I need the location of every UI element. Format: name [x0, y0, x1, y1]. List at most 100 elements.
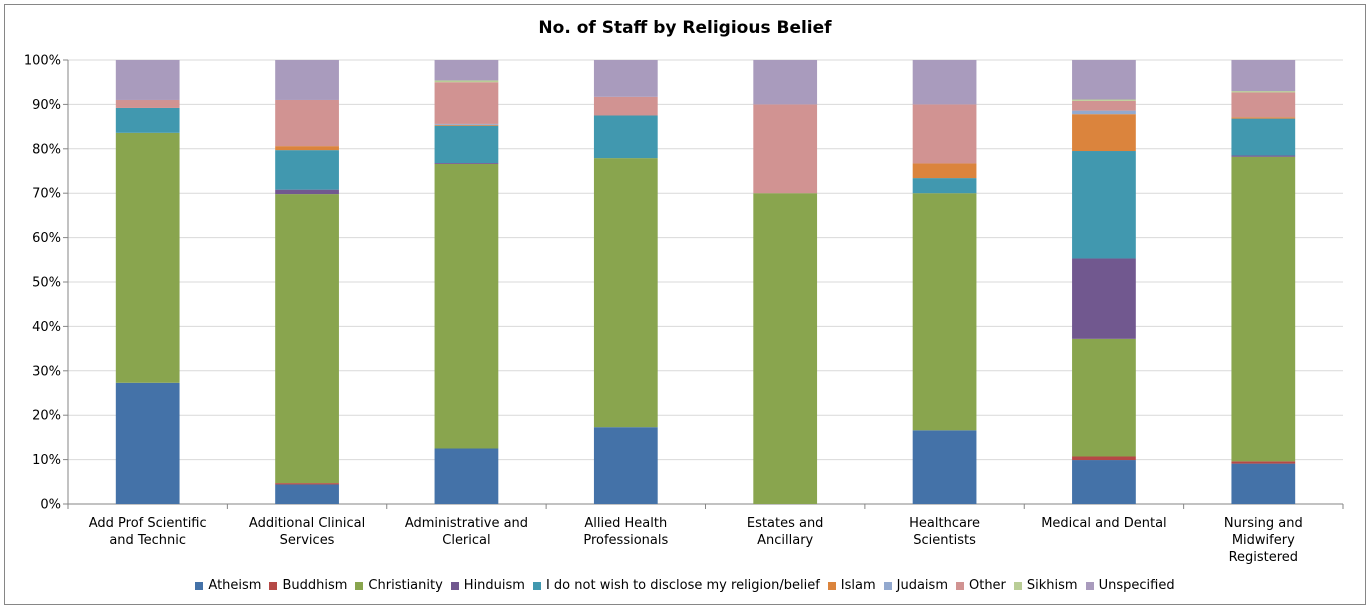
bar-segment	[1072, 460, 1136, 504]
bar-segment	[1072, 338, 1136, 457]
y-tick-label: 60%	[32, 231, 61, 246]
legend-item: Unspecified	[1085, 578, 1175, 593]
legend-item: Sikhism	[1013, 578, 1078, 593]
bar-segment	[593, 158, 658, 428]
bar-segment	[115, 382, 180, 504]
bar-segment	[912, 104, 977, 164]
x-category-label: Medical and Dental	[1041, 516, 1166, 531]
x-category-label: Add Prof Scientific	[89, 516, 207, 531]
x-category-label: Additional Clinical	[249, 516, 365, 531]
legend-item: Buddhism	[269, 578, 347, 593]
y-tick-label: 70%	[32, 187, 61, 202]
x-category-label: Professionals	[583, 533, 668, 548]
bar-segment	[912, 163, 977, 179]
bar-segment	[1072, 114, 1136, 152]
bar-segment	[434, 60, 499, 81]
bar-segment	[275, 189, 339, 195]
legend-swatch	[195, 581, 204, 590]
x-category-label: Ancillary	[757, 533, 813, 548]
bar-segment	[434, 123, 499, 125]
bar-segment	[434, 163, 499, 164]
y-tick-label: 10%	[32, 453, 61, 468]
bar-segment	[912, 193, 977, 431]
bar-segment	[593, 427, 658, 504]
bar-segment	[434, 125, 499, 164]
legend-swatch	[883, 581, 892, 590]
bar-segment	[1072, 456, 1136, 461]
bar-segment	[912, 178, 977, 194]
chart-title: No. of Staff by Religious Belief	[538, 18, 832, 38]
bar-segment	[434, 124, 499, 126]
x-category-label: Scientists	[913, 533, 976, 548]
x-category-label: Services	[280, 533, 335, 548]
y-tick-label: 100%	[24, 54, 61, 69]
legend-label: Islam	[840, 578, 876, 593]
legend-label: Christianity	[368, 578, 443, 593]
legend-swatch	[532, 581, 541, 590]
bar-segment	[1231, 60, 1296, 92]
bar-segment	[275, 194, 339, 484]
legend-label: Atheism	[208, 578, 262, 593]
legend-label: Judaism	[896, 578, 948, 593]
legend-swatch	[1013, 581, 1022, 590]
bar-segment	[593, 115, 658, 159]
x-category-label: Allied Health	[584, 516, 667, 531]
bar-segment	[912, 60, 977, 105]
y-tick-label: 30%	[32, 364, 61, 379]
x-category-label: Registered	[1229, 550, 1299, 565]
legend-label: I do not wish to disclose my religion/be…	[545, 578, 820, 593]
y-tick-label: 0%	[40, 498, 61, 513]
x-category-label: Estates and	[747, 516, 824, 531]
legend-swatch	[450, 581, 459, 590]
bar-segment	[1231, 118, 1296, 156]
legend-swatch	[355, 581, 364, 590]
bar-segment	[593, 96, 658, 116]
bar-segment	[115, 99, 180, 108]
bar-segment	[275, 60, 339, 100]
bar-segment	[115, 132, 180, 383]
legend-swatch	[1085, 581, 1094, 590]
bar-segment	[434, 448, 499, 504]
x-category-label: Nursing and	[1224, 516, 1303, 531]
bar-segment	[275, 146, 339, 151]
bar-segment	[1072, 151, 1136, 259]
bar-segment	[1072, 258, 1136, 339]
bar-segment	[275, 99, 339, 147]
bar-segment	[1072, 110, 1136, 115]
y-tick-label: 50%	[32, 276, 61, 291]
bar-segment	[1231, 155, 1296, 157]
bar-segment	[753, 104, 818, 194]
bar-segment	[275, 483, 339, 485]
bar-segment	[1072, 60, 1136, 100]
bar-segment	[593, 60, 658, 97]
bar-segment	[1072, 99, 1136, 101]
bar-segment	[912, 430, 977, 504]
bar-segment	[1072, 100, 1136, 111]
bar-segment	[1231, 117, 1296, 119]
legend-swatch	[827, 581, 836, 590]
bar-segment	[1231, 92, 1296, 118]
bar-segment	[1231, 156, 1296, 462]
legend-item: Hinduism	[450, 578, 525, 593]
bar-segment	[275, 484, 339, 504]
legend-label: Unspecified	[1098, 578, 1175, 593]
y-tick-label: 20%	[32, 409, 61, 424]
bar-segment	[753, 60, 818, 105]
bar-segment	[1231, 91, 1296, 93]
bar-segment	[753, 193, 818, 504]
x-category-label: Administrative and	[405, 516, 528, 531]
legend-item: Christianity	[355, 578, 443, 593]
bar-segment	[1231, 463, 1296, 504]
x-category-label: Healthcare	[909, 516, 980, 531]
legend-swatch	[955, 581, 964, 590]
y-tick-label: 80%	[32, 142, 61, 157]
legend-label: Other	[968, 578, 1006, 593]
bar-segment	[434, 80, 499, 83]
legend-label: Sikhism	[1026, 578, 1078, 593]
bar-segment	[1231, 461, 1296, 464]
legend-item: I do not wish to disclose my religion/be…	[532, 578, 820, 593]
bar-segment	[434, 82, 499, 124]
y-tick-label: 40%	[32, 320, 61, 335]
chart-legend: Atheism Buddhism Christianity Hinduism I do …	[0, 578, 1370, 593]
bar-segment	[275, 150, 339, 190]
